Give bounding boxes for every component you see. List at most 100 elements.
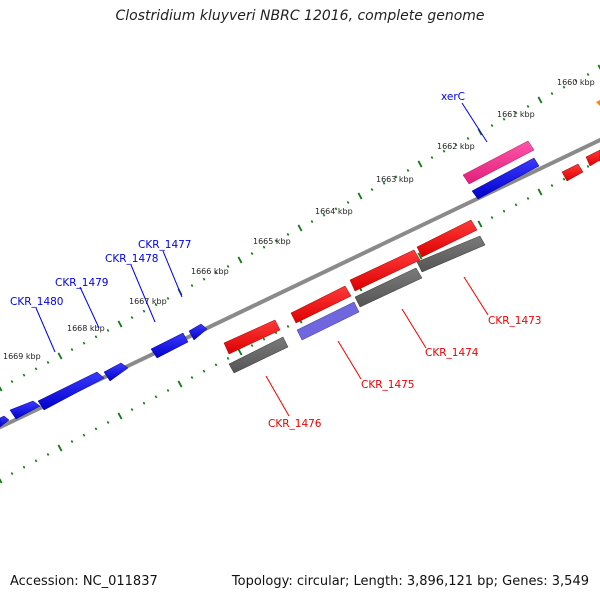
- forward-gene-labels: xerC CKR_1477 CKR_1478 CKR_1479 CKR_1480: [10, 91, 488, 353]
- minor-tick: [286, 232, 290, 236]
- major-tick: [117, 320, 123, 328]
- gene-forward-arrow[interactable]: [0, 415, 10, 428]
- leader-line: [79, 286, 100, 329]
- minor-tick: [46, 360, 50, 364]
- gene-label-ckr-1473[interactable]: CKR_1473: [488, 315, 541, 327]
- minor-tick: [514, 203, 518, 207]
- kbp-label: 1660 kbp: [557, 78, 595, 87]
- minor-tick: [82, 433, 86, 437]
- minor-tick: [490, 216, 494, 220]
- kbp-label: 1666 kbp: [191, 267, 229, 276]
- accession-label: Accession: NC_011837: [10, 574, 158, 589]
- gene-label-ckr-1476[interactable]: CKR_1476: [268, 418, 322, 430]
- minor-tick: [406, 168, 410, 172]
- gene-ckr-1476-pseudo[interactable]: [228, 336, 289, 374]
- minor-tick: [514, 111, 518, 115]
- minor-tick: [586, 72, 590, 76]
- minor-tick: [10, 380, 14, 384]
- gene-forward-arrow[interactable]: [471, 157, 540, 200]
- minor-tick: [106, 328, 110, 332]
- minor-tick: [586, 164, 590, 168]
- major-tick: [297, 224, 303, 232]
- gene-ckr-1474-arrow[interactable]: [349, 249, 421, 292]
- major-tick: [57, 444, 63, 452]
- minor-tick: [322, 213, 326, 217]
- leader-line: [130, 264, 156, 323]
- kbp-label: 1668 kbp: [67, 324, 105, 333]
- minor-tick: [550, 92, 554, 96]
- minor-tick: [286, 324, 290, 328]
- major-tick: [537, 96, 543, 104]
- minor-tick: [10, 472, 14, 476]
- kbp-label: 1661 kbp: [497, 110, 535, 119]
- gene-label-ckr-1477[interactable]: CKR_1477: [138, 239, 191, 251]
- minor-tick: [262, 245, 266, 249]
- major-tick: [537, 188, 543, 196]
- minor-tick: [250, 344, 254, 348]
- minor-tick: [526, 104, 530, 108]
- minor-tick: [334, 207, 338, 211]
- gene-label-ckr-1474[interactable]: CKR_1474: [425, 347, 479, 359]
- minor-tick: [442, 149, 446, 153]
- minor-tick: [550, 184, 554, 188]
- gene-label-ckr-1478[interactable]: CKR_1478: [105, 253, 158, 265]
- minor-tick: [34, 367, 38, 371]
- gene-ckr-1475-arrow[interactable]: [290, 285, 352, 324]
- minor-tick: [574, 79, 578, 83]
- leader-line: [162, 250, 183, 298]
- gene-label-ckr-1475[interactable]: CKR_1475: [361, 379, 414, 391]
- leader-line: [35, 307, 56, 353]
- major-tick: [417, 252, 423, 260]
- gene-ckr-1473-arrow[interactable]: [416, 219, 478, 258]
- major-tick: [237, 348, 243, 356]
- outer-kbp-ticks: [0, 64, 600, 392]
- gene-label-ckr-1480[interactable]: CKR_1480: [10, 296, 63, 308]
- minor-tick: [346, 200, 350, 204]
- major-tick: [357, 192, 363, 200]
- gene-label-ckr-1479[interactable]: CKR_1479: [55, 277, 108, 289]
- minor-tick: [430, 156, 434, 160]
- major-tick: [177, 380, 183, 388]
- gene-xerc-arrow[interactable]: [462, 140, 535, 185]
- minor-tick: [70, 440, 74, 444]
- gene-ckr-1476-arrow[interactable]: [223, 319, 281, 355]
- kbp-label: 1667 kbp: [129, 297, 167, 306]
- major-tick: [237, 256, 243, 264]
- gene-label-xerc[interactable]: xerC: [441, 91, 465, 103]
- minor-tick: [22, 373, 26, 377]
- gene-ckr-1480-arrow[interactable]: [37, 371, 105, 411]
- minor-tick: [94, 335, 98, 339]
- minor-tick: [142, 401, 146, 405]
- minor-tick: [106, 420, 110, 424]
- minor-tick: [226, 264, 230, 268]
- leader-line: [337, 340, 362, 380]
- gene-ckr-1473-pseudo[interactable]: [416, 235, 486, 273]
- minor-tick: [226, 356, 230, 360]
- minor-tick: [394, 175, 398, 179]
- minor-tick: [562, 177, 566, 181]
- gene-ckr-1477-arrow[interactable]: [188, 323, 208, 341]
- gene-ckr-1474-pseudo[interactable]: [354, 267, 423, 308]
- reverse-gene-labels: CKR_1473 CKR_1474 CKR_1475 CKR_1476: [265, 276, 541, 430]
- minor-tick: [46, 452, 50, 456]
- gene-ckr-1478-arrow[interactable]: [150, 332, 189, 359]
- gene-ckr-1479-arrow[interactable]: [103, 362, 129, 382]
- minor-tick: [262, 337, 266, 341]
- gene-ckr-1475-pseudo[interactable]: [296, 301, 360, 341]
- gene-forward-arrow[interactable]: [596, 100, 600, 106]
- minor-tick: [310, 220, 314, 224]
- minor-tick: [166, 388, 170, 392]
- gene-forward-arrow[interactable]: [9, 400, 41, 420]
- minor-tick: [382, 181, 386, 185]
- minor-tick: [370, 188, 374, 192]
- minor-tick: [190, 284, 194, 288]
- kbp-label: 1662 kbp: [437, 142, 475, 151]
- map-title: Clostridium kluyveri NBRC 12016, complet…: [115, 8, 485, 24]
- minor-tick: [154, 395, 158, 399]
- gene-reverse-arrow[interactable]: [561, 163, 584, 182]
- major-tick: [57, 352, 63, 360]
- gene-reverse-arrow[interactable]: [585, 149, 600, 167]
- major-tick: [417, 160, 423, 168]
- leader-line: [461, 102, 488, 143]
